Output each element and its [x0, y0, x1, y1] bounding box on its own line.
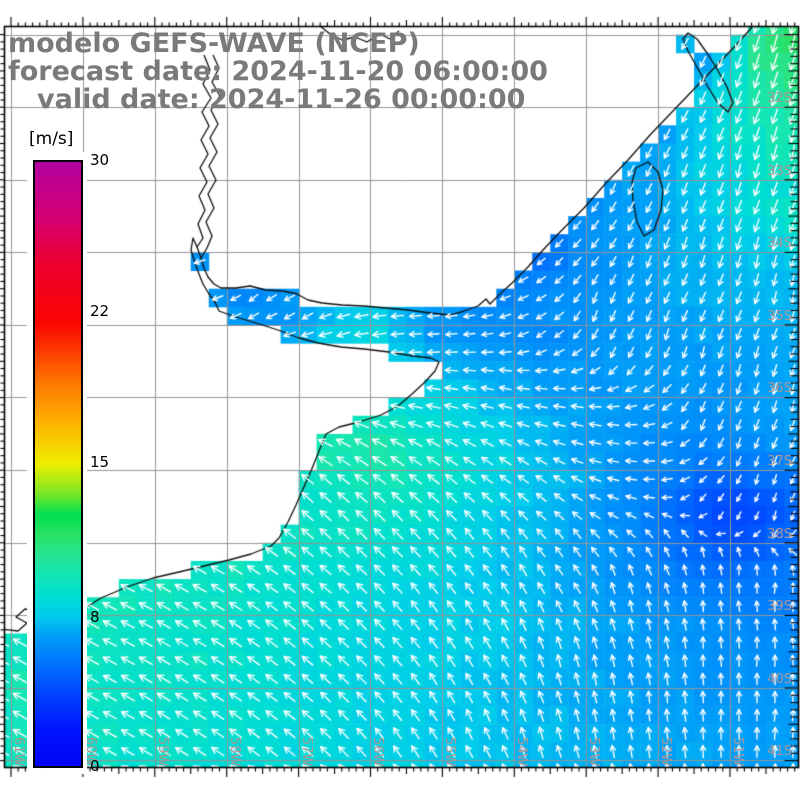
- colorbar-tick-0: 0: [90, 757, 100, 775]
- valid-date: valid date: 2024-11-26 00:00:00: [37, 84, 526, 115]
- forecast-date: forecast date: 2024-11-20 06:00:00: [8, 56, 548, 87]
- colorbar-tick-22: 22: [90, 302, 110, 320]
- colorbar-tick-15: 15: [90, 453, 110, 471]
- model-title: modelo GEFS-WAVE (NCEP): [8, 28, 420, 59]
- colorbar-tick-8: 8: [90, 608, 100, 626]
- colorbar-unit-label: [m/s]: [29, 129, 74, 149]
- colorbar-gradient: [33, 160, 83, 768]
- colorbar-tick-30: 30: [90, 151, 110, 169]
